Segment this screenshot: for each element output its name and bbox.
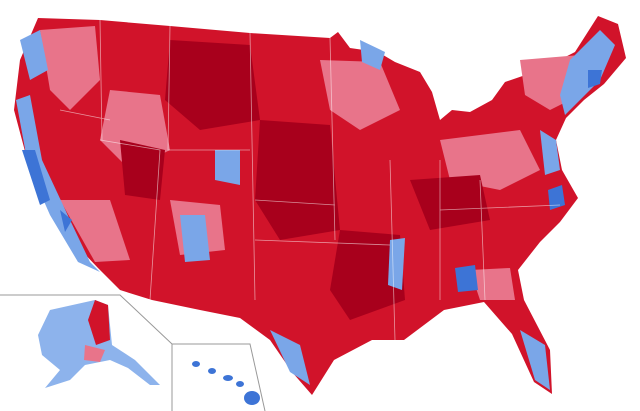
- inset-dividers: [0, 294, 266, 411]
- region: [330, 230, 405, 320]
- region: [440, 130, 540, 190]
- island: [244, 391, 260, 405]
- region: [60, 200, 130, 262]
- region: [40, 26, 100, 110]
- region: [455, 265, 478, 292]
- region: [560, 30, 615, 115]
- alaska: [38, 300, 160, 388]
- region: [180, 215, 210, 262]
- region: [16, 95, 100, 272]
- border: [59, 19, 561, 341]
- state-borders: [59, 19, 561, 341]
- region: [470, 268, 515, 300]
- region: [548, 185, 565, 210]
- hawaii: [192, 361, 260, 405]
- island: [236, 381, 244, 387]
- island: [223, 375, 233, 381]
- region: [410, 175, 490, 230]
- strong-regions: [120, 40, 490, 320]
- alaska-pink: [84, 345, 105, 362]
- divider: [171, 343, 266, 411]
- alaska-red: [88, 300, 110, 345]
- divider: [0, 294, 173, 345]
- blue-strong-regions: [22, 70, 602, 292]
- region: [215, 150, 240, 185]
- region: [270, 330, 310, 385]
- island: [208, 368, 216, 374]
- region: [20, 30, 48, 80]
- region: [588, 70, 602, 88]
- region: [120, 140, 165, 200]
- region: [60, 210, 72, 232]
- blue-lean-regions: [16, 30, 615, 390]
- island: [192, 361, 200, 367]
- region: [540, 130, 560, 175]
- region: [320, 60, 400, 130]
- region: [520, 330, 550, 390]
- region: [360, 40, 385, 70]
- region: [165, 40, 260, 130]
- region: [255, 120, 340, 240]
- region: [22, 150, 50, 205]
